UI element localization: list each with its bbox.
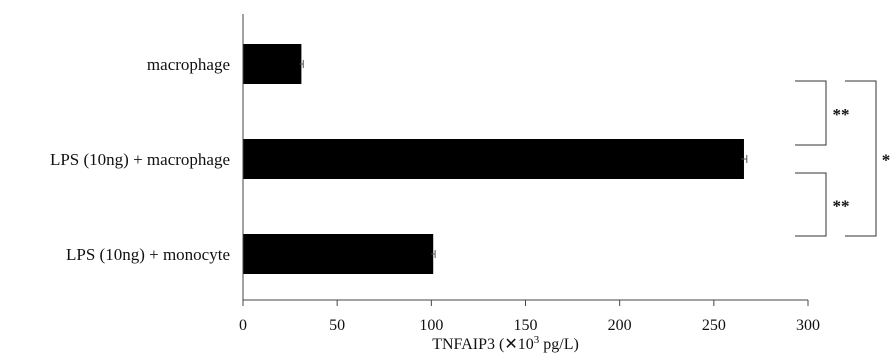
x-tick-label: 300 (796, 317, 820, 334)
bars-group (243, 44, 744, 274)
x-axis-title-base: 10 (518, 336, 534, 353)
bar (243, 44, 302, 84)
category-labels-group: macrophage LPS (10ng) + macrophage LPS (10… (50, 55, 230, 264)
category-label: macrophage (147, 55, 230, 74)
significance-label: ** (833, 197, 850, 216)
x-tick-label: 250 (702, 317, 726, 334)
significance-bracket (795, 172, 827, 237)
x-tick-label: 100 (419, 317, 443, 334)
significance-label: ** (833, 105, 850, 124)
x-tick-label: 0 (239, 317, 247, 334)
significance-bracket (845, 80, 877, 237)
category-label: LPS (10ng) + macrophage (50, 150, 230, 169)
x-axis-title-symbol: ✕ (504, 336, 517, 353)
x-tick-label: 200 (608, 317, 632, 334)
bar (243, 234, 434, 274)
x-axis-title-prefix: TNFAIP3 ( (432, 336, 504, 353)
error-bars-group (299, 60, 748, 258)
significance-label: * (882, 151, 891, 170)
x-tick-label: 50 (329, 317, 345, 334)
significance-brackets-group: ***** (795, 80, 891, 237)
x-ticks-group: 0 50 100 150 200 250 300 (239, 300, 820, 334)
x-axis-title-suffix: pg/L) (539, 336, 579, 353)
significance-bracket (795, 80, 827, 146)
bar (243, 139, 744, 179)
category-label: LPS (10ng) + monocyte (66, 245, 230, 264)
x-axis-title-exponent: 3 (534, 334, 540, 346)
x-tick-label: 150 (514, 317, 538, 334)
x-axis-title: TNFAIP3 (✕103 pg/L) (432, 334, 579, 353)
